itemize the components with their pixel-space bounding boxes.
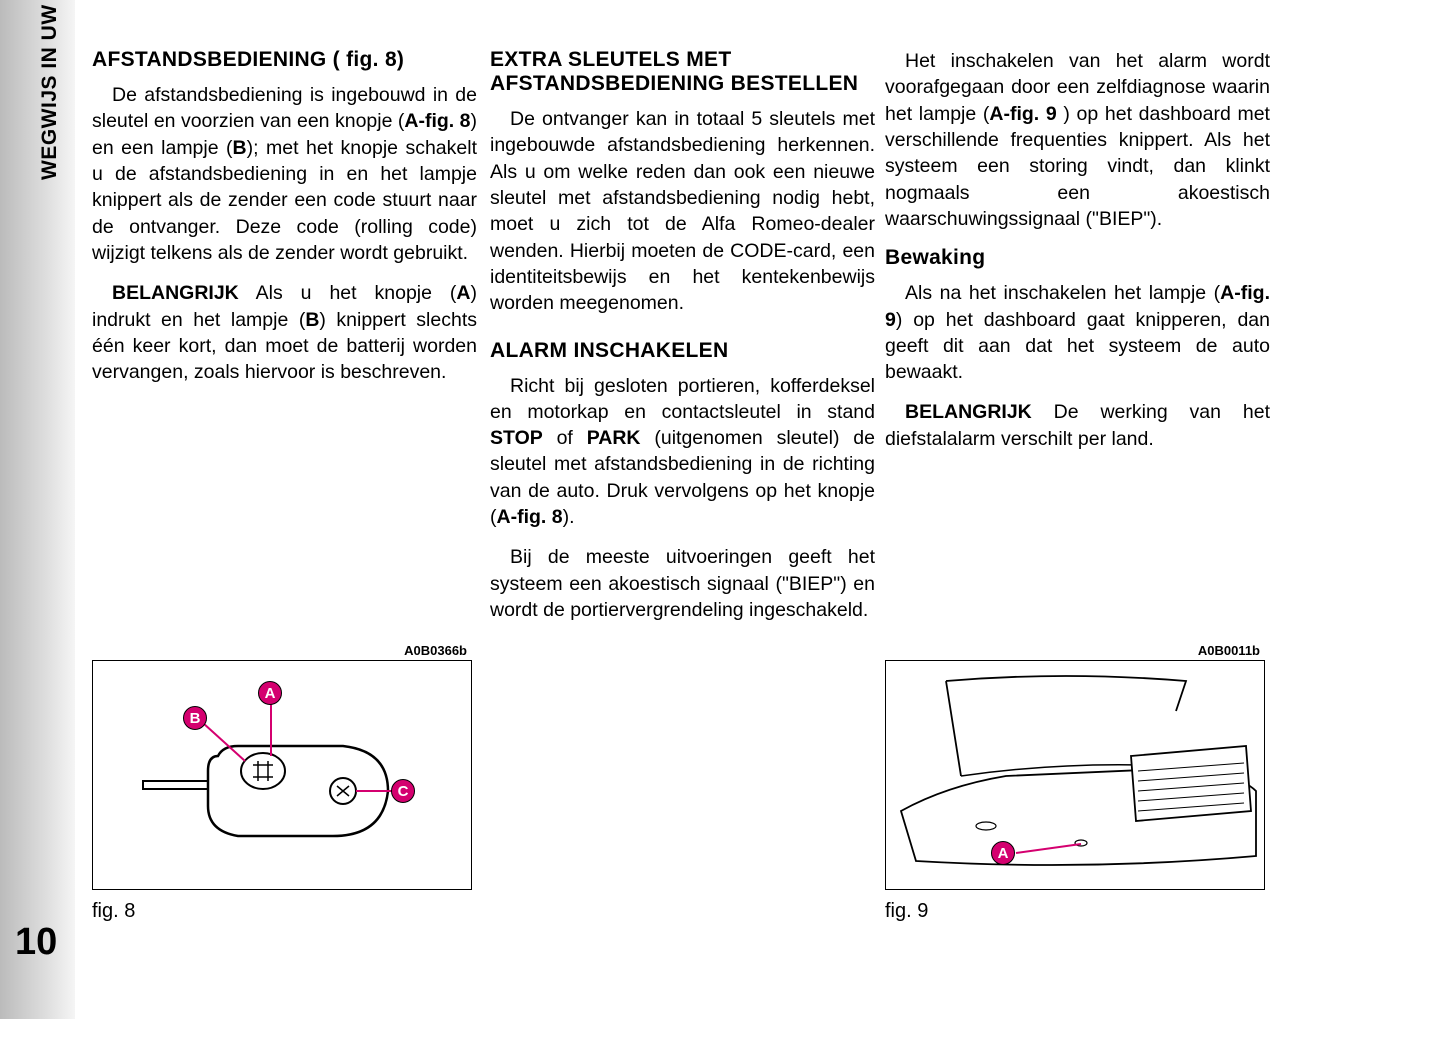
column-2: EXTRA SLEUTELS MET AFSTANDSBEDIENING BES… — [490, 48, 875, 637]
figure-id: A0B0366b — [404, 643, 467, 658]
heading-extra-sleutels: EXTRA SLEUTELS MET AFSTANDSBEDIENING BES… — [490, 48, 875, 96]
figure-8-caption: fig. 8 — [92, 900, 135, 1054]
column-1: AFSTANDSBEDIENING ( fig. 8) De afstandsb… — [92, 48, 477, 399]
dashboard-diagram — [886, 661, 1264, 889]
page-number: 10 — [15, 921, 57, 964]
paragraph: De ontvanger kan in totaal 5 sleutels me… — [490, 106, 875, 317]
figure-8: A0B0366b A B C — [92, 660, 472, 890]
paragraph-belangrijk: BELANGRIJK De werking van het diefstalal… — [885, 399, 1270, 452]
paragraph: Als na het inschakelen het lampje (A-fig… — [885, 280, 1270, 385]
heading-alarm: ALARM INSCHAKELEN — [490, 339, 875, 363]
chapter-sidebar: WEGWIJS IN UW AUTO — [0, 0, 75, 1019]
paragraph: Bij de meeste uitvoeringen geeft het sys… — [490, 544, 875, 623]
heading-afstandsbediening: AFSTANDSBEDIENING ( fig. 8) — [92, 48, 477, 72]
chapter-title: WEGWIJS IN UW AUTO — [38, 0, 62, 180]
callout-b: B — [183, 706, 207, 730]
callout-c: C — [391, 779, 415, 803]
figure-9-caption: fig. 9 — [885, 900, 928, 1054]
callout-a: A — [991, 841, 1015, 865]
manual-page: WEGWIJS IN UW AUTO 10 AFSTANDSBEDIENING … — [0, 0, 1445, 1019]
paragraph: Richt bij gesloten portieren, kofferdeks… — [490, 373, 875, 531]
paragraph: Het inschakelen van het alarm wordt voor… — [885, 48, 1270, 232]
figure-9: A0B0011b A — [885, 660, 1265, 890]
heading-bewaking: Bewaking — [885, 246, 1270, 270]
callout-a: A — [258, 681, 282, 705]
paragraph: De afstandsbediening is ingebouwd in de … — [92, 82, 477, 266]
key-diagram — [93, 661, 471, 889]
paragraph-belangrijk: BELANGRIJK Als u het knopje (A) indrukt … — [92, 280, 477, 385]
column-3: Het inschakelen van het alarm wordt voor… — [885, 48, 1270, 466]
figure-id: A0B0011b — [1198, 643, 1260, 658]
